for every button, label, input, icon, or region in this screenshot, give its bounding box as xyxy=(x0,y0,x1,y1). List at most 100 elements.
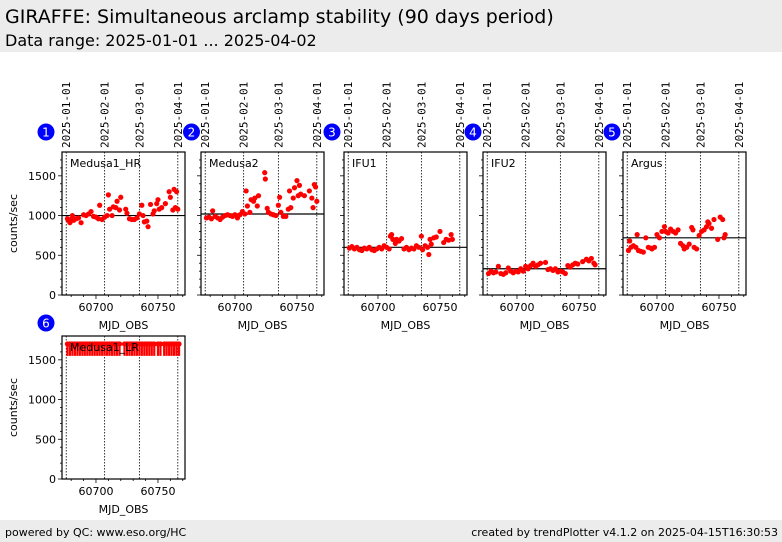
panel-name: IFU2 xyxy=(491,157,516,170)
data-point xyxy=(134,215,140,221)
data-range: Data range: 2025-01-01 ... 2025-04-02 xyxy=(5,31,317,50)
x-tick-label: 60700 xyxy=(360,301,395,314)
data-point xyxy=(210,208,216,214)
date-label: 2025-02-01 xyxy=(238,82,251,148)
data-point xyxy=(437,228,443,235)
panel-number-badge xyxy=(37,314,55,332)
data-point xyxy=(116,207,123,213)
panel-number-badge xyxy=(603,123,621,141)
date-label: 2025-01-01 xyxy=(199,82,212,148)
data-point xyxy=(88,208,94,215)
data-point xyxy=(151,341,157,347)
date-label: 2025-02-01 xyxy=(99,82,112,148)
data-point xyxy=(392,240,398,246)
date-label: 2025-04-01 xyxy=(593,82,606,148)
date-label: 2025-02-01 xyxy=(660,82,673,148)
plot-frame xyxy=(61,335,186,480)
data-point xyxy=(154,201,160,207)
x-tick-label: 60750 xyxy=(422,301,457,314)
x-axis-label: MJD_OBS xyxy=(660,319,710,332)
x-axis-label: MJD_OBS xyxy=(99,503,149,516)
data-point xyxy=(262,176,268,182)
data-point xyxy=(166,189,172,195)
data-point xyxy=(145,224,151,230)
footer-powered-by: powered by QC: www.eso.org/HC xyxy=(5,526,187,539)
x-tick-label: 60750 xyxy=(279,301,314,314)
data-point xyxy=(592,262,598,268)
data-point xyxy=(433,234,439,240)
data-point xyxy=(254,203,260,209)
y-axis-label: counts/sec xyxy=(7,194,20,253)
data-point xyxy=(643,235,649,241)
data-point xyxy=(278,209,284,215)
panel-IFU2: 2025-01-01 2025-02-01 2025-03-01 2025-04-01… xyxy=(464,82,607,332)
panel-number: 4 xyxy=(469,126,477,140)
date-label: 2025-04-01 xyxy=(172,82,185,148)
data-point xyxy=(301,193,308,199)
data-point xyxy=(398,235,405,242)
panel-Argus: 2025-01-01 2025-02-01 2025-03-01 2025-04-01… xyxy=(603,82,747,332)
data-point xyxy=(140,212,146,219)
data-point xyxy=(562,270,568,277)
data-point xyxy=(176,341,182,347)
panel-name: Medusa2 xyxy=(209,157,259,170)
data-point xyxy=(262,170,268,176)
panel-number-badge xyxy=(464,123,482,141)
data-point xyxy=(242,211,248,217)
header: GIRAFFE: Simultaneous arclamp stability … xyxy=(0,0,782,52)
x-tick-label: 60750 xyxy=(561,301,596,314)
panel-Medusa2: 2025-01-01 2025-02-01 2025-03-01 2025-04-01… xyxy=(183,82,325,332)
data-point xyxy=(542,259,549,266)
data-point xyxy=(665,230,671,236)
data-point xyxy=(390,236,396,242)
data-point xyxy=(634,232,640,238)
data-point xyxy=(420,247,426,253)
data-point xyxy=(104,212,110,219)
data-point xyxy=(144,218,150,224)
y-tick-label: 1000 xyxy=(28,394,56,407)
data-point xyxy=(449,236,455,242)
date-label: 2025-02-01 xyxy=(520,82,533,148)
x-tick-label: 60700 xyxy=(217,301,252,314)
panel-number: 1 xyxy=(42,126,50,140)
data-point xyxy=(309,195,315,201)
data-point xyxy=(656,235,663,241)
date-label: 2025-01-01 xyxy=(481,82,494,148)
data-point xyxy=(155,197,161,203)
y-tick-label: 1500 xyxy=(28,354,56,367)
data-point xyxy=(252,195,258,201)
data-point xyxy=(167,194,173,200)
panel-Medusa1_LR: 6 Medusa1_LR 0 500 1000 1500 counts/sec 60700 60… xyxy=(7,314,186,516)
date-label: 2025-03-01 xyxy=(415,82,428,148)
x-tick-label: 60700 xyxy=(78,485,113,498)
x-tick-label: 60750 xyxy=(701,301,736,314)
data-point xyxy=(720,216,726,223)
data-point xyxy=(495,263,501,269)
data-point xyxy=(537,260,544,266)
data-point xyxy=(173,189,180,195)
panel-number: 5 xyxy=(608,126,616,140)
footer-created-by: created by trendPlotter v4.1.2 on 2025-0… xyxy=(471,526,778,539)
data-point xyxy=(244,203,250,209)
data-point xyxy=(706,220,712,227)
data-point xyxy=(696,232,702,239)
panel-number-badge xyxy=(183,123,200,141)
data-point xyxy=(588,255,594,262)
y-tick-label: 500 xyxy=(35,249,56,262)
y-tick-label: 0 xyxy=(49,289,56,302)
data-point xyxy=(386,246,392,252)
data-point xyxy=(264,205,270,212)
data-point xyxy=(118,194,124,200)
panel-number: 6 xyxy=(42,317,50,331)
data-point xyxy=(286,188,293,194)
data-point xyxy=(288,205,294,211)
x-tick-label: 60750 xyxy=(140,301,175,314)
x-axis-label: MJD_OBS xyxy=(238,319,288,332)
data-point xyxy=(294,178,300,184)
x-axis-label: MJD_OBS xyxy=(381,319,431,332)
data-point xyxy=(275,202,281,208)
panel-number-badge xyxy=(323,123,341,141)
page-title: GIRAFFE: Simultaneous arclamp stability … xyxy=(5,6,554,28)
data-point xyxy=(389,232,395,238)
data-point xyxy=(314,198,320,204)
